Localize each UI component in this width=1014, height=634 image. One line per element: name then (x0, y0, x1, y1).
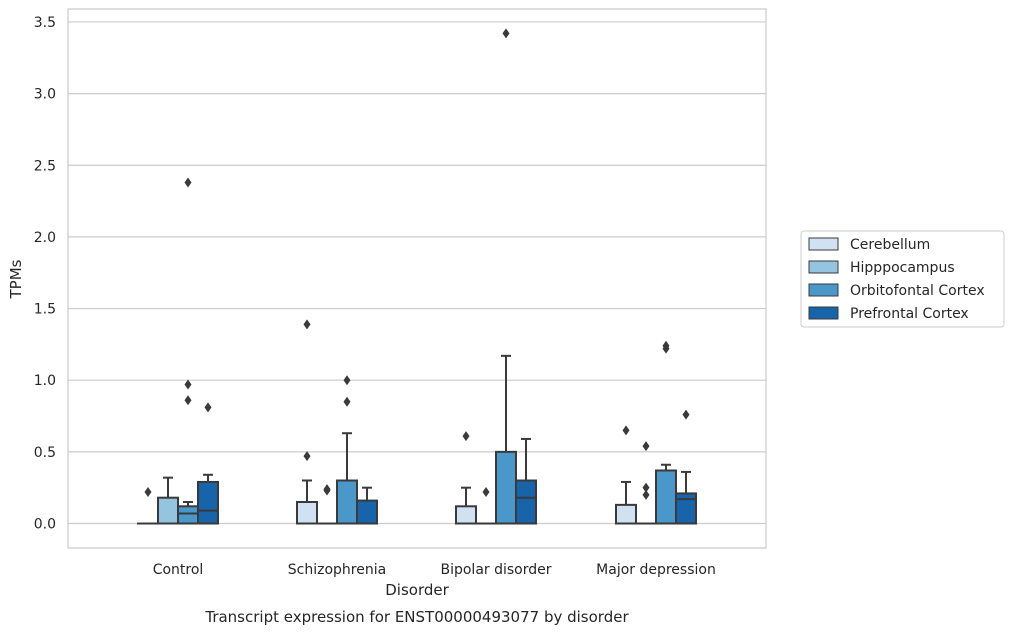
y-tick-label: 0.5 (34, 445, 56, 461)
box (197, 480, 219, 525)
box (296, 501, 318, 525)
box-marks (137, 28, 697, 525)
y-tick-label: 2.0 (34, 230, 56, 246)
box (177, 505, 199, 525)
box-group (655, 340, 677, 525)
outlier-point (462, 431, 470, 442)
plot-frame (67, 8, 767, 549)
box-group (296, 319, 318, 525)
box-group (177, 177, 199, 525)
grid-lines (68, 21, 766, 525)
y-tick-label: 3.0 (34, 87, 56, 103)
box (336, 479, 358, 525)
box (495, 450, 517, 525)
box-group (635, 441, 657, 525)
legend-label: Cerebellum (850, 237, 930, 253)
x-tick-label: Schizophrenia (288, 562, 386, 578)
outlier-point (144, 486, 152, 497)
x-axis-ticks: Control Schizophrenia Bipolar disorder Majo… (153, 562, 716, 578)
outlier-point (642, 489, 650, 500)
box-group (615, 425, 637, 525)
y-axis-title: TPMs (7, 259, 25, 299)
legend-label: Orbitofontal Cortex (850, 283, 985, 299)
box-group (157, 476, 179, 525)
box (455, 505, 477, 525)
outlier-point (184, 177, 192, 188)
y-tick-label: 1.0 (34, 373, 56, 389)
box-group (495, 28, 517, 525)
outlier-point (482, 486, 490, 497)
x-tick-label: Control (153, 562, 204, 578)
outlier-point (642, 441, 650, 452)
box (356, 499, 378, 525)
box-group (455, 431, 477, 525)
outlier-point (682, 409, 690, 420)
x-tick-label: Bipolar disorder (440, 562, 551, 578)
x-tick-label: Major depression (596, 562, 716, 578)
box-group (137, 486, 159, 525)
legend-label: Prefrontal Cortex (850, 306, 969, 322)
box-group (675, 409, 697, 525)
outlier-point (343, 396, 351, 407)
outlier-point (303, 451, 311, 462)
y-tick-label: 3.5 (34, 15, 56, 31)
legend-swatch (808, 260, 839, 274)
box (655, 469, 677, 525)
outlier-point (662, 340, 670, 351)
x-axis-title: Disorder (385, 581, 449, 599)
outlier-point (642, 482, 650, 493)
box-group (336, 375, 358, 525)
legend-swatch (808, 306, 839, 320)
outlier-point (184, 379, 192, 390)
box (515, 479, 537, 525)
y-tick-label: 0.0 (34, 517, 56, 533)
box-group (197, 402, 219, 525)
outlier-point (502, 28, 510, 39)
legend-label: Hipppocampus (850, 260, 955, 276)
outlier-point (622, 425, 630, 436)
outlier-point (204, 402, 212, 413)
box-group (316, 484, 338, 525)
outlier-point (303, 319, 311, 330)
outlier-point (184, 395, 192, 406)
y-axis-ticks: 0.0 0.5 1.0 1.5 2.0 2.5 3.0 3.5 (34, 15, 56, 533)
legend-frame (800, 230, 1005, 328)
y-tick-label: 1.5 (34, 302, 56, 318)
outlier-point (343, 375, 351, 386)
box-group (475, 486, 497, 525)
y-tick-label: 2.5 (34, 158, 56, 174)
box-group (515, 437, 537, 525)
box (615, 503, 637, 525)
legend-swatch (808, 237, 839, 251)
chart-caption: Transcript expression for ENST0000049307… (204, 608, 629, 626)
box-group (356, 486, 378, 525)
legend: Cerebellum Hipppocampus Orbitofontal Corte… (800, 230, 1005, 328)
box (675, 492, 697, 525)
box (157, 496, 179, 525)
outlier-point (323, 484, 331, 495)
legend-swatch (808, 283, 839, 297)
